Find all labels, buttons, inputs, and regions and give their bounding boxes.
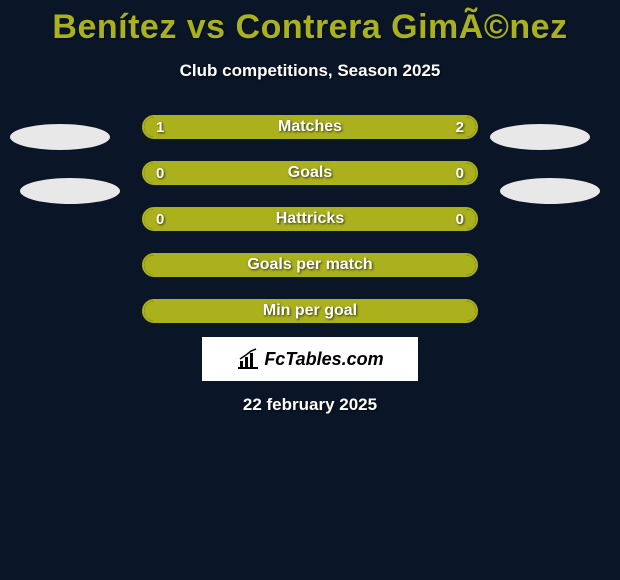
logo-text: FcTables.com	[264, 349, 383, 370]
row-label: Matches	[144, 117, 476, 137]
stat-row: Hattricks0 0	[142, 207, 478, 231]
row-value-left: 0	[156, 209, 164, 229]
player-left-avatar-1	[10, 124, 110, 150]
subtitle: Club competitions, Season 2025	[0, 61, 620, 81]
row-label: Goals	[144, 163, 476, 183]
stat-row: Matches1 2	[142, 115, 478, 139]
row-value-right: 2	[456, 117, 464, 137]
player-right-avatar-1	[490, 124, 590, 150]
row-label: Min per goal	[144, 301, 476, 321]
player-left-avatar-2	[20, 178, 120, 204]
player-right-avatar-2	[500, 178, 600, 204]
stat-row: Min per goal	[142, 299, 478, 323]
date-text: 22 february 2025	[0, 395, 620, 415]
row-label: Hattricks	[144, 209, 476, 229]
stat-row: Goals0 0	[142, 161, 478, 185]
logo-box: FcTables.com	[202, 337, 418, 381]
stat-row: Goals per match	[142, 253, 478, 277]
row-value-right: 0	[456, 163, 464, 183]
page-title: Benítez vs Contrera GimÃ©nez	[0, 0, 620, 47]
row-value-left: 1	[156, 117, 164, 137]
row-label: Goals per match	[144, 255, 476, 275]
chart-icon	[236, 347, 260, 371]
row-value-right: 0	[456, 209, 464, 229]
row-value-left: 0	[156, 163, 164, 183]
